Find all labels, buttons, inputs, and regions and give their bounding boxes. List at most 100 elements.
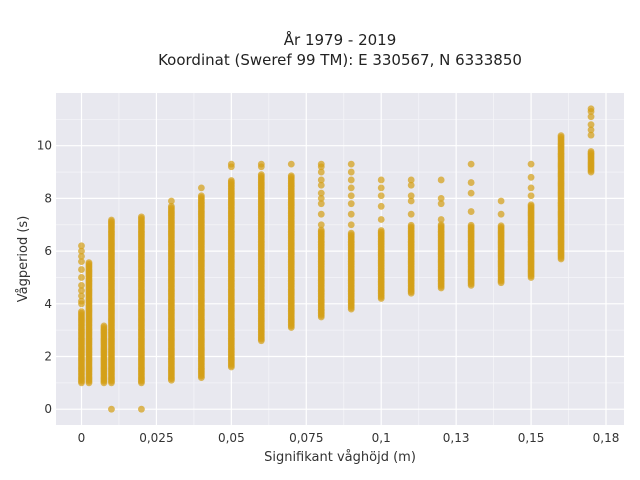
data-point — [587, 126, 595, 134]
data-point — [407, 210, 415, 218]
data-point — [497, 222, 505, 230]
data-point — [527, 201, 535, 209]
x-tick-label: 0,13 — [443, 431, 470, 445]
data-point — [467, 160, 475, 168]
data-point — [377, 176, 385, 184]
data-point — [78, 281, 85, 289]
data-point — [407, 197, 415, 205]
data-point — [317, 168, 325, 176]
data-point — [108, 216, 115, 224]
data-point — [317, 160, 325, 168]
data-point — [437, 221, 445, 229]
x-tick-label: 0,15 — [518, 431, 545, 445]
data-point — [377, 202, 385, 210]
x-tick-label: 0,18 — [593, 431, 620, 445]
data-point — [347, 210, 355, 218]
data-point — [347, 229, 355, 237]
data-point — [587, 131, 595, 139]
data-point — [317, 176, 325, 184]
data-point — [557, 132, 565, 140]
data-point — [527, 160, 535, 168]
data-point — [317, 181, 325, 189]
data-point — [377, 227, 385, 234]
data-point — [287, 160, 295, 168]
data-point — [85, 259, 93, 267]
data-point — [257, 171, 265, 179]
data-point — [78, 266, 85, 273]
data-point — [317, 221, 325, 229]
x-tick-label: 0,025 — [139, 431, 173, 445]
data-point — [527, 184, 535, 192]
data-point — [587, 121, 595, 129]
data-point — [527, 192, 535, 200]
data-point — [317, 194, 325, 202]
data-point — [317, 210, 325, 218]
data-point — [437, 194, 445, 202]
data-point — [497, 210, 505, 218]
data-point — [377, 192, 385, 200]
y-tick-label: 2 — [44, 349, 52, 363]
data-point — [467, 221, 475, 229]
data-point — [407, 192, 415, 200]
data-point — [78, 242, 85, 250]
chart-title: År 1979 - 2019 — [284, 30, 397, 49]
y-tick-label: 0 — [44, 402, 52, 416]
data-point — [197, 184, 205, 192]
data-point — [407, 221, 415, 229]
data-point — [78, 252, 85, 260]
data-point — [407, 176, 415, 184]
data-point — [407, 181, 415, 189]
data-point — [347, 221, 355, 229]
data-point — [317, 226, 325, 234]
x-axis-label: Signifikant våghöjd (m) — [264, 450, 416, 465]
x-tick-label: 0,075 — [289, 431, 323, 445]
data-point — [167, 202, 175, 210]
data-point — [257, 160, 265, 168]
y-tick-labels: 0 2 4 6 8 10 — [37, 139, 52, 416]
data-point — [347, 200, 355, 208]
data-point — [587, 113, 595, 121]
y-tick-label: 6 — [44, 244, 52, 258]
x-tick-label: 0,1 — [372, 431, 391, 445]
y-tick-label: 10 — [37, 139, 52, 153]
data-point — [138, 405, 145, 413]
data-point — [78, 274, 85, 281]
x-tick-label: 0,05 — [218, 431, 245, 445]
chart-subtitle: Koordinat (Sweref 99 TM): E 330567, N 63… — [158, 51, 522, 69]
data-point — [587, 148, 595, 155]
data-point — [167, 197, 175, 205]
data-point — [347, 184, 355, 192]
data-points — [78, 105, 595, 413]
data-point — [347, 160, 355, 168]
y-tick-label: 4 — [44, 297, 52, 311]
data-point — [108, 405, 115, 413]
data-point — [227, 160, 235, 168]
data-point — [347, 192, 355, 200]
data-point — [467, 179, 475, 186]
data-point — [347, 168, 355, 176]
data-point — [100, 322, 108, 330]
data-point — [377, 216, 385, 223]
data-point — [317, 189, 325, 197]
data-point — [78, 258, 85, 266]
data-point — [317, 200, 325, 208]
data-point — [587, 105, 595, 113]
data-point — [467, 208, 475, 215]
data-point — [467, 189, 475, 197]
data-point — [437, 200, 445, 208]
data-point — [437, 176, 445, 184]
x-tick-label: 0 — [78, 431, 86, 445]
data-point — [138, 213, 145, 221]
data-point — [227, 177, 235, 184]
data-point — [377, 184, 385, 192]
data-point — [287, 172, 295, 180]
data-point — [527, 173, 535, 181]
x-tick-labels: 0 0,025 0,05 0,075 0,1 0,13 0,15 0,18 — [78, 431, 620, 445]
y-axis-label: Vågperiod (s) — [16, 216, 31, 303]
data-point — [497, 197, 505, 205]
data-point — [437, 216, 445, 223]
y-tick-label: 8 — [44, 191, 52, 205]
data-point — [78, 292, 85, 300]
data-point — [78, 308, 85, 316]
